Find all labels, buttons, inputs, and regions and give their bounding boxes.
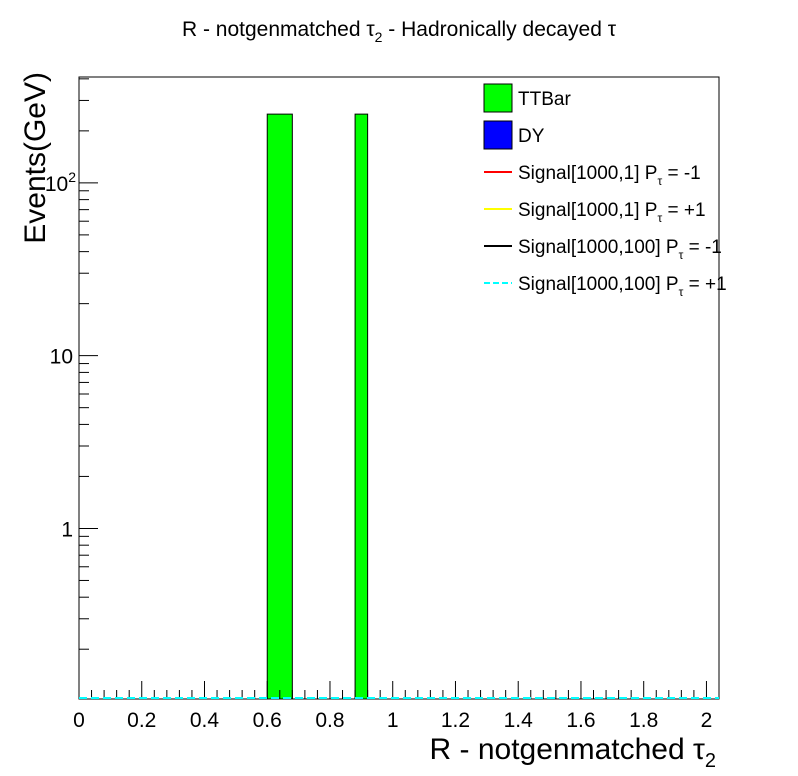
legend-swatch-ttbar [483,83,513,113]
x-axis-label: R - notgenmatched τ2 [430,733,716,772]
y-tick-label: 1 [61,518,73,541]
x-tick-label: 0.6 [253,709,282,732]
y-tick-label: 102 [45,169,76,196]
legend-label-5: Signal[1000,100] Pτ = +1 [518,274,727,299]
bar-ttbar-0 [266,113,293,700]
x-tick-label: 1 [387,709,399,732]
chart-title-before: R - notgenmatched [182,18,366,41]
x-axis-label-sub: 2 [705,750,716,772]
chart-title-sub: 2 [375,29,383,45]
x-tick-label: 0.4 [190,709,220,732]
x-tick-label: 1.4 [504,709,534,732]
legend-label-1: DY [518,126,545,147]
legend-label-3: Signal[1000,1] Pτ = +1 [518,200,706,225]
x-tick-label: 0.2 [127,709,156,732]
x-axis-label-before: R - notgenmatched [430,733,693,766]
y-tick-label: 10 [50,346,73,369]
x-tick-label: 1.2 [441,709,470,732]
y-axis-label: Events(GeV) [19,72,52,244]
legend-label-0: TTBar [518,89,571,110]
x-tick-label: 2 [701,709,713,732]
chart-title-tau: τ [366,18,375,41]
legend-label-2: Signal[1000,1] Pτ = -1 [518,163,701,188]
legend-swatch-dy [483,120,513,150]
x-axis-label-tau: τ [693,733,705,766]
legend-label-4: Signal[1000,100] Pτ = -1 [518,237,722,262]
legend: TTBar DY Signal[1000,1] Pτ = -1 Signal[1000… [483,83,727,299]
chart-title-after: - Hadronically decayed τ [382,18,616,41]
bar-ttbar-1 [354,113,369,700]
x-tick-label: 1.8 [629,709,658,732]
chart-title: R - notgenmatched τ2 - Hadronically deca… [182,18,617,45]
x-tick-label: 1.6 [566,709,595,732]
x-tick-label: 0 [73,709,85,732]
x-tick-label: 0.8 [315,709,344,732]
